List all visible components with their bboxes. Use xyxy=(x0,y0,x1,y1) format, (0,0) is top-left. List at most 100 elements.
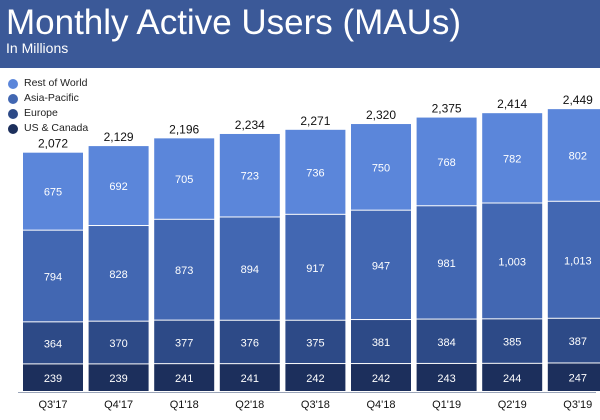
segment-value-label: 917 xyxy=(306,263,324,275)
bar-segment xyxy=(416,206,477,319)
bar-segment xyxy=(482,363,543,391)
segment-value-label: 247 xyxy=(569,373,587,385)
bar-segment xyxy=(351,210,411,320)
legend-swatch-rest-of-world xyxy=(8,78,18,89)
bar-segment xyxy=(23,322,83,364)
segment-value-label: 239 xyxy=(44,373,62,385)
x-tick-label: Q2'18 xyxy=(235,399,264,411)
x-tick-label: Q3'19 xyxy=(563,399,592,411)
legend-item-rest-of-world: Rest of World xyxy=(8,76,88,91)
bar-segment xyxy=(219,217,280,320)
segment-value-label: 768 xyxy=(437,157,455,169)
bar-segment xyxy=(351,320,411,364)
total-value-label: 2,072 xyxy=(38,137,68,151)
bar-segment xyxy=(23,152,83,230)
segment-value-label: 385 xyxy=(503,337,521,349)
segment-value-label: 736 xyxy=(306,167,324,179)
segment-value-label: 692 xyxy=(109,181,127,193)
segment-value-label: 376 xyxy=(241,337,259,349)
bar-segment xyxy=(547,318,600,363)
x-tick-label: Q4'18 xyxy=(366,399,395,411)
bar-segment xyxy=(285,364,346,391)
chart-legend: Rest of World Asia-Pacific Europe US & C… xyxy=(8,76,88,136)
segment-value-label: 244 xyxy=(503,373,521,385)
bar-segment xyxy=(154,138,215,219)
bar-segment xyxy=(219,133,280,217)
legend-swatch-asia-pacific xyxy=(8,93,18,104)
segment-value-label: 241 xyxy=(175,373,193,385)
bar-segment xyxy=(547,363,600,391)
bar-segment xyxy=(351,364,411,391)
bar-segment xyxy=(154,320,215,364)
segment-value-label: 802 xyxy=(569,150,587,162)
segment-value-label: 377 xyxy=(175,337,193,349)
bar-segment xyxy=(154,219,215,320)
x-tick-label: Q4'17 xyxy=(104,399,133,411)
segment-value-label: 981 xyxy=(437,258,455,270)
bar-segment xyxy=(23,230,83,322)
total-value-label: 2,196 xyxy=(169,122,199,136)
chart-title: Monthly Active Users (MAUs) xyxy=(6,3,462,42)
segment-value-label: 1,013 xyxy=(564,255,592,267)
segment-value-label: 387 xyxy=(569,336,587,348)
total-value-label: 2,320 xyxy=(366,108,396,122)
legend-swatch-europe xyxy=(8,108,18,119)
segment-value-label: 782 xyxy=(503,153,521,165)
total-value-label: 2,234 xyxy=(235,118,265,132)
bar-segment xyxy=(416,363,477,391)
segment-value-label: 947 xyxy=(372,260,390,272)
segment-value-label: 381 xyxy=(372,337,390,349)
segment-value-label: 723 xyxy=(241,171,259,183)
segment-value-label: 241 xyxy=(241,373,259,385)
bar-segment xyxy=(88,364,149,391)
segment-value-label: 384 xyxy=(437,337,455,349)
chart-header: Monthly Active Users (MAUs) In Millions xyxy=(0,0,600,68)
segment-value-label: 794 xyxy=(44,272,62,284)
segment-value-label: 239 xyxy=(109,373,127,385)
segment-value-label: 364 xyxy=(44,338,62,350)
segment-value-label: 705 xyxy=(175,174,193,186)
bar-segment xyxy=(416,117,477,206)
total-value-label: 2,129 xyxy=(104,130,134,144)
bar-segment xyxy=(285,129,346,214)
legend-label: Asia-Pacific xyxy=(24,92,79,104)
x-tick-label: Q3'18 xyxy=(301,399,330,411)
bar-segment xyxy=(547,109,600,201)
legend-item-asia-pacific: Asia-Pacific xyxy=(8,91,88,106)
x-tick-label: Q1'18 xyxy=(170,399,199,411)
total-value-label: 2,271 xyxy=(300,114,330,128)
bar-segment xyxy=(88,321,149,364)
legend-label: Rest of World xyxy=(24,77,88,89)
bar-segment xyxy=(482,113,543,203)
bar-segment xyxy=(285,214,346,320)
bar-segment xyxy=(219,320,280,364)
legend-item-europe: Europe xyxy=(8,106,88,121)
legend-item-us-canada: US & Canada xyxy=(8,121,88,136)
bar-segment xyxy=(88,146,149,226)
x-tick-label: Q3'17 xyxy=(38,399,67,411)
bar-segment xyxy=(88,226,149,321)
total-value-label: 2,414 xyxy=(497,97,527,111)
bar-segment xyxy=(351,124,411,210)
bar-segment xyxy=(416,319,477,363)
bar-segment xyxy=(547,201,600,318)
segment-value-label: 370 xyxy=(109,338,127,350)
bar-segment xyxy=(285,320,346,364)
legend-label: US & Canada xyxy=(24,122,89,134)
segment-value-label: 750 xyxy=(372,162,390,174)
bar-segment xyxy=(482,203,543,319)
segment-value-label: 243 xyxy=(437,373,455,385)
segment-value-label: 242 xyxy=(306,373,324,385)
total-value-label: 2,375 xyxy=(432,102,462,116)
segment-value-label: 375 xyxy=(306,337,324,349)
x-tick-label: Q2'19 xyxy=(498,399,527,411)
segment-value-label: 828 xyxy=(109,269,127,281)
chart-subtitle: In Millions xyxy=(6,40,69,56)
total-value-label: 2,449 xyxy=(563,93,593,107)
legend-label: Europe xyxy=(24,107,58,119)
segment-value-label: 675 xyxy=(44,187,62,199)
segment-value-label: 873 xyxy=(175,265,193,277)
bar-segment xyxy=(219,364,280,391)
segment-value-label: 894 xyxy=(241,264,259,276)
